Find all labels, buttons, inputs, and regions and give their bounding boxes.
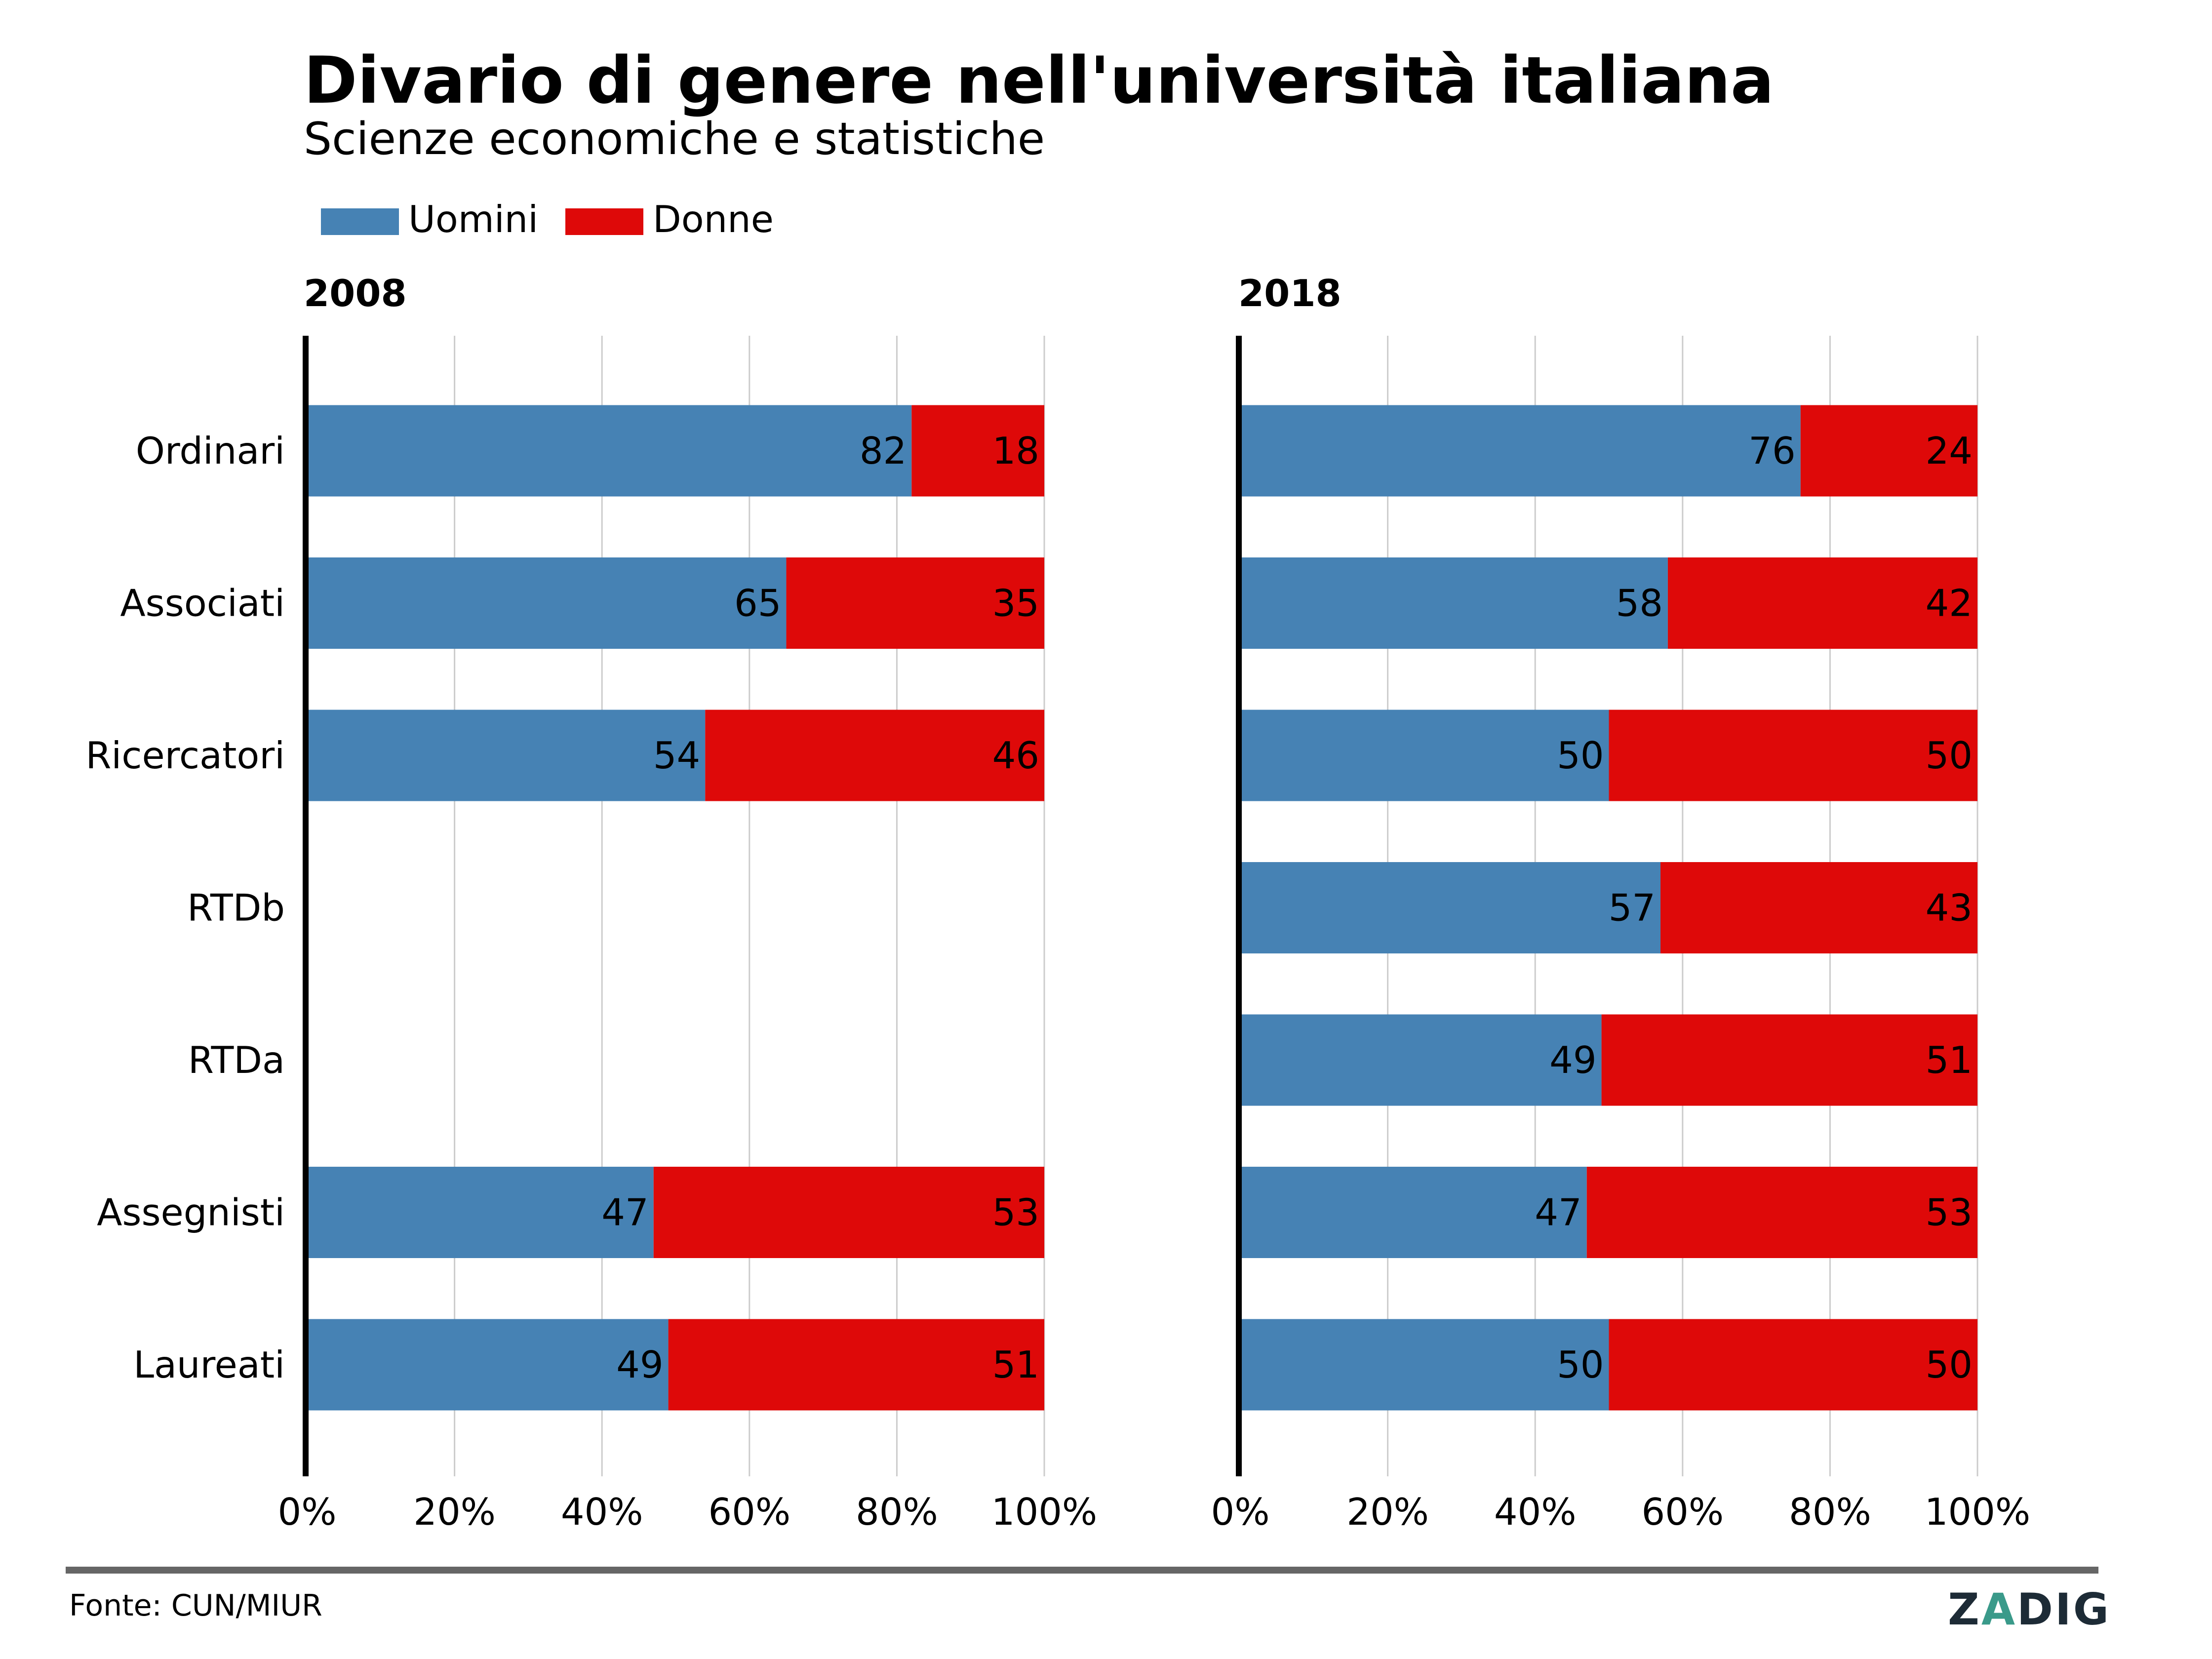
bar-uomini bbox=[307, 710, 706, 801]
data-label-uomini: 47 bbox=[1535, 1191, 1581, 1234]
data-label-uomini: 54 bbox=[653, 734, 700, 777]
data-label-uomini: 58 bbox=[1616, 582, 1663, 625]
data-label-donne: 53 bbox=[1926, 1191, 1973, 1234]
plot-area: 0% 20% 40% 60% 80% 100% Ordinari 82 18 Associati 6… bbox=[85, 336, 2030, 1534]
legend-label-uomini: Uomini bbox=[408, 198, 538, 241]
data-label-donne: 50 bbox=[1926, 734, 1973, 777]
bar-donne bbox=[1609, 1319, 1977, 1411]
bar-uomini bbox=[307, 557, 787, 649]
x-tick-label: 60% bbox=[1641, 1490, 1724, 1534]
data-label-uomini: 82 bbox=[860, 429, 907, 473]
data-label-donne: 42 bbox=[1926, 582, 1973, 625]
source-note: Fonte: CUN/MIUR bbox=[69, 1588, 322, 1623]
bar-uomini bbox=[307, 1167, 654, 1258]
data-label-donne: 51 bbox=[1926, 1038, 1973, 1082]
panel-title-2008: 2008 bbox=[304, 272, 407, 315]
chart-subtitle: Scienze economiche e statistiche bbox=[304, 113, 1045, 165]
y-tick-label: Assegnisti bbox=[97, 1191, 285, 1234]
bar-donne bbox=[705, 710, 1044, 801]
data-label-uomini: 57 bbox=[1609, 886, 1656, 930]
x-tick-label: 100% bbox=[991, 1490, 1097, 1534]
data-label-donne: 24 bbox=[1926, 429, 1973, 473]
data-label-uomini: 65 bbox=[734, 582, 781, 625]
data-label-uomini: 49 bbox=[616, 1343, 663, 1386]
bar-uomini bbox=[307, 405, 912, 497]
data-label-uomini: 49 bbox=[1549, 1038, 1596, 1082]
data-label-uomini: 47 bbox=[601, 1191, 648, 1234]
publisher-logo: ZADIG bbox=[1948, 1584, 2111, 1635]
x-tick-label: 0% bbox=[278, 1490, 337, 1534]
bar-uomini bbox=[1240, 1319, 1609, 1411]
data-label-donne: 35 bbox=[992, 582, 1039, 625]
bar-donne bbox=[911, 405, 1044, 497]
data-label-donne: 50 bbox=[1926, 1343, 1973, 1386]
data-label-uomini: 50 bbox=[1557, 734, 1604, 777]
bar-uomini bbox=[307, 1319, 669, 1411]
legend-label-donne: Donne bbox=[653, 198, 774, 241]
bar-donne bbox=[1601, 1014, 1977, 1106]
bar-uomini bbox=[1240, 557, 1668, 649]
y-tick-label: RTDa bbox=[188, 1038, 285, 1082]
bar-donne bbox=[1586, 1167, 1977, 1258]
x-tick-label: 40% bbox=[1494, 1490, 1577, 1534]
x-tick-label: 20% bbox=[413, 1490, 496, 1534]
x-tick-label: 80% bbox=[1789, 1490, 1871, 1534]
chart-title: Divario di genere nell'università italia… bbox=[304, 42, 1774, 118]
data-label-donne: 53 bbox=[992, 1191, 1039, 1234]
bar-donne bbox=[653, 1167, 1044, 1258]
y-tick-label: Laureati bbox=[133, 1343, 285, 1386]
bar-donne bbox=[786, 557, 1044, 649]
data-label-uomini: 50 bbox=[1557, 1343, 1604, 1386]
data-label-uomini: 76 bbox=[1748, 429, 1795, 473]
bar-donne bbox=[1609, 710, 1977, 801]
bar-uomini bbox=[1240, 1167, 1587, 1258]
bar-uomini bbox=[1240, 1014, 1602, 1106]
x-tick-label: 80% bbox=[856, 1490, 938, 1534]
panel-title-2018: 2018 bbox=[1238, 272, 1342, 315]
bar-uomini bbox=[1240, 710, 1609, 801]
data-label-donne: 51 bbox=[992, 1343, 1039, 1386]
x-tick-label: 20% bbox=[1346, 1490, 1429, 1534]
logo-wordmark: ZADIG bbox=[1948, 1584, 2111, 1635]
data-label-donne: 46 bbox=[992, 734, 1039, 777]
y-tick-label: Ricercatori bbox=[85, 734, 285, 777]
legend-swatch-uomini bbox=[321, 208, 399, 235]
x-tick-label: 60% bbox=[708, 1490, 790, 1534]
bar-donne bbox=[668, 1319, 1044, 1411]
x-tick-label: 40% bbox=[561, 1490, 643, 1534]
legend-swatch-donne bbox=[565, 208, 643, 235]
x-tick-label: 100% bbox=[1925, 1490, 2030, 1534]
data-label-donne: 18 bbox=[992, 429, 1039, 473]
y-tick-label: RTDb bbox=[187, 886, 285, 930]
bar-donne bbox=[1660, 862, 1977, 953]
y-tick-label: Associati bbox=[120, 582, 285, 625]
y-tick-label: Ordinari bbox=[136, 429, 285, 473]
x-tick-label: 0% bbox=[1211, 1490, 1270, 1534]
legend: Uomini Donne bbox=[321, 198, 774, 241]
bar-uomini bbox=[1240, 405, 1801, 497]
data-label-donne: 43 bbox=[1926, 886, 1973, 930]
bar-donne bbox=[1800, 405, 1977, 497]
bar-donne bbox=[1667, 557, 1977, 649]
bar-uomini bbox=[1240, 862, 1661, 953]
